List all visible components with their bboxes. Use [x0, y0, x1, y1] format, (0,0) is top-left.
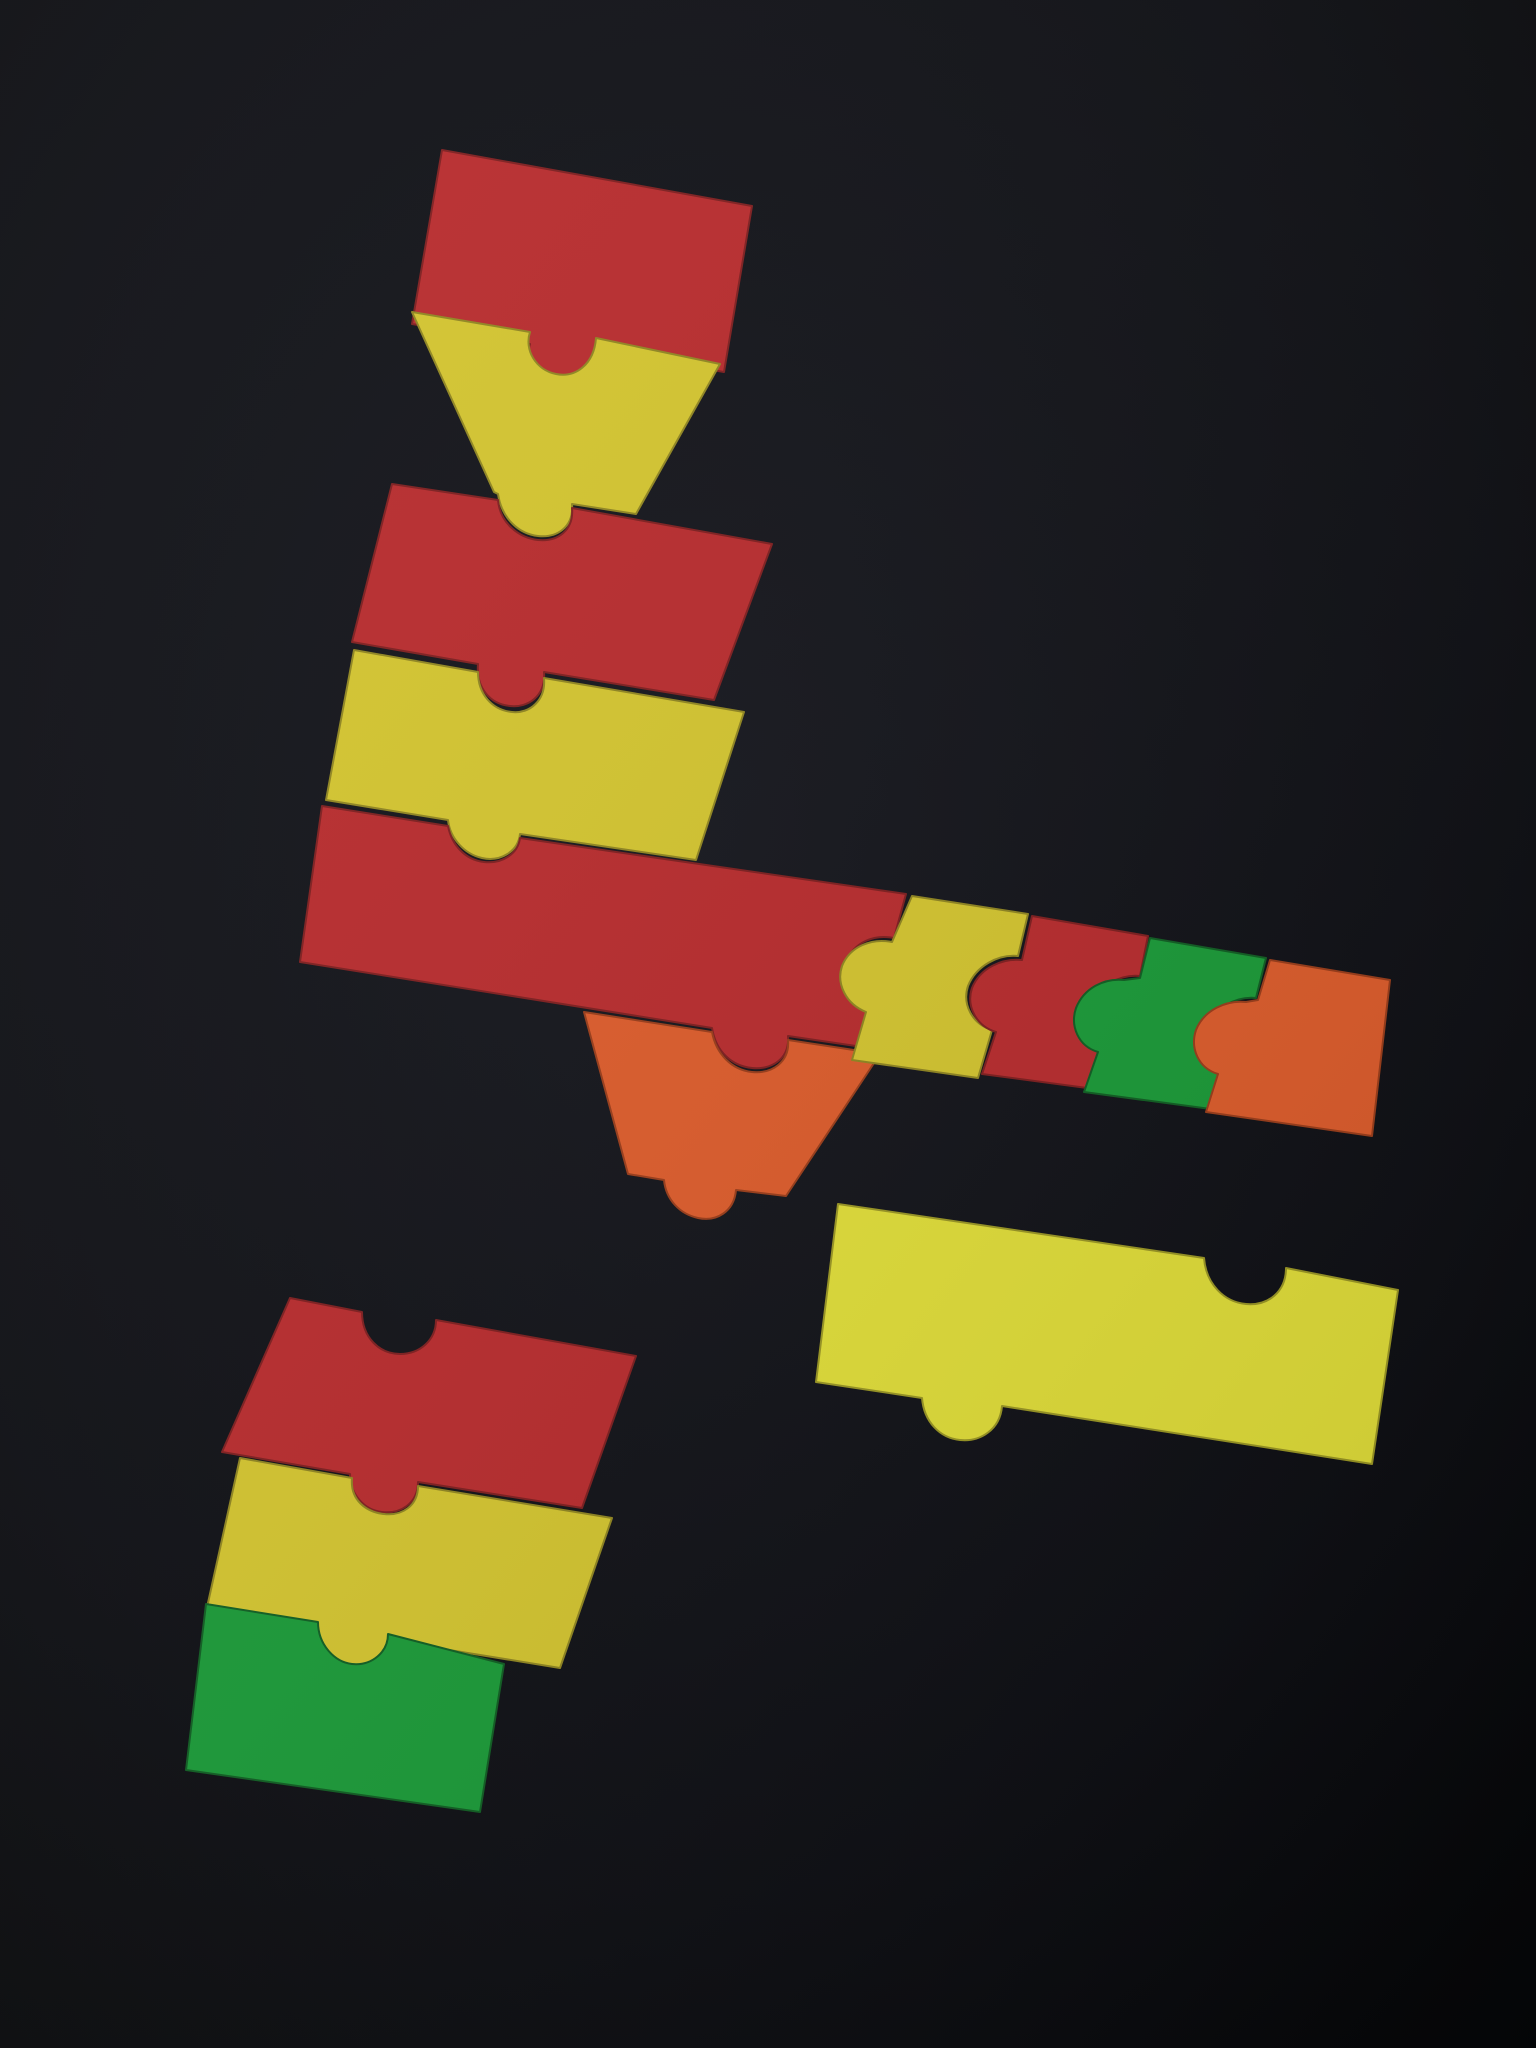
photo-scene [0, 0, 1536, 2048]
puzzle-photo [0, 0, 1536, 2048]
